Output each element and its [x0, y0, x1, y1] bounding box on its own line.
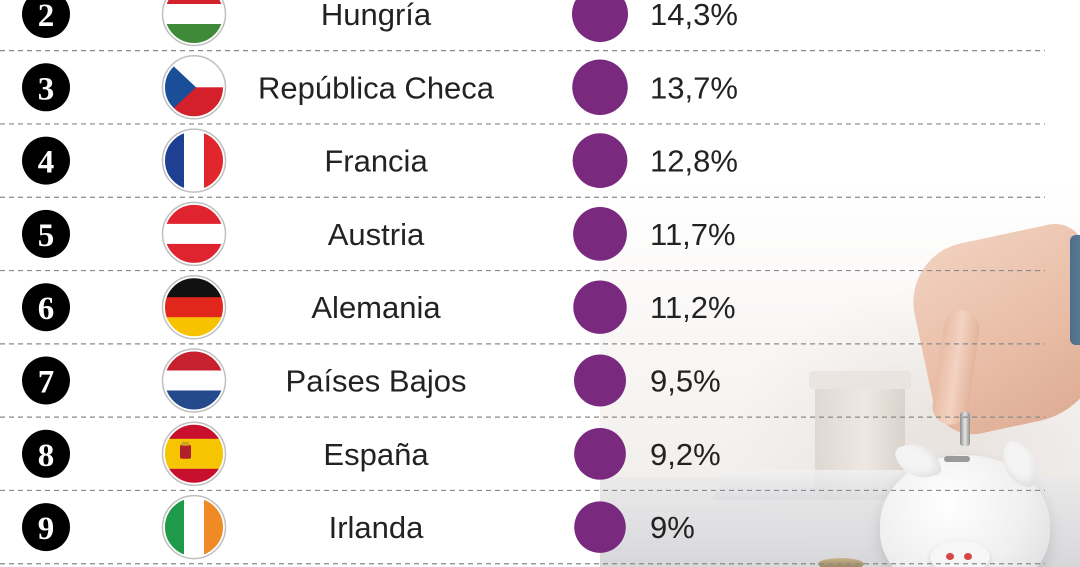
value-marker — [574, 501, 626, 553]
rank-number: 4 — [38, 145, 55, 181]
ranking-row: 9 Irlanda 9% — [0, 494, 1045, 565]
piggy-bank-photo — [600, 180, 1080, 567]
country-name: Francia — [324, 144, 428, 179]
rank-number: 3 — [38, 71, 55, 107]
country-name: Países Bajos — [286, 364, 467, 399]
rank-badge — [22, 0, 70, 38]
rank-badge — [22, 503, 70, 552]
rank-badge — [22, 429, 70, 478]
rank-badge — [22, 63, 70, 112]
rank-number: 8 — [38, 438, 55, 474]
value-label: 13,7% — [650, 70, 738, 105]
rank-number: 6 — [38, 291, 55, 327]
value-marker — [574, 427, 626, 480]
country-name: Hungría — [321, 0, 432, 32]
country-name: Austria — [328, 217, 425, 252]
country-name: España — [323, 437, 429, 472]
rank-badge — [22, 283, 70, 332]
value-marker — [573, 206, 627, 261]
rank-badge — [22, 356, 70, 405]
value-label: 11,7% — [650, 217, 736, 252]
ranking-row: 5 Austria 11,7% — [0, 201, 1045, 272]
value-label: 9,2% — [650, 437, 721, 472]
value-marker — [572, 59, 628, 116]
spain-flag-icon — [164, 423, 224, 484]
value-marker — [572, 133, 628, 188]
ranking-row: 7 Países Bajos 9,5% — [0, 348, 1045, 418]
rank-badge — [22, 209, 70, 258]
rank-number: 2 — [38, 0, 55, 34]
value-label: 9% — [650, 510, 695, 545]
ranking-row: 6 Alemania 11,2% — [0, 274, 1045, 345]
ranking-row: 2 Hungría 14,3% — [0, 0, 1045, 52]
ranking-row: 3 República Checa 13,7% — [0, 55, 1045, 125]
value-label: 14,3% — [650, 0, 738, 32]
value-label: 9,5% — [650, 364, 721, 399]
value-label: 11,2% — [650, 290, 736, 325]
ranking-row: 8 España 9,2% — [0, 421, 1045, 492]
rank-badge — [22, 136, 70, 185]
country-name: Alemania — [311, 290, 441, 325]
rank-number: 7 — [38, 365, 55, 401]
rank-number: 9 — [38, 511, 55, 547]
value-marker — [574, 354, 626, 407]
value-marker — [572, 0, 628, 42]
ranking-row: 4 Francia 12,8% — [0, 128, 1045, 198]
value-label: 12,8% — [650, 144, 738, 179]
netherlands-flag-icon — [164, 350, 224, 411]
rank-number: 5 — [38, 218, 55, 254]
coin-image — [960, 412, 970, 446]
country-name: República Checa — [258, 70, 495, 105]
country-name: Irlanda — [329, 510, 425, 545]
value-marker — [573, 280, 627, 334]
